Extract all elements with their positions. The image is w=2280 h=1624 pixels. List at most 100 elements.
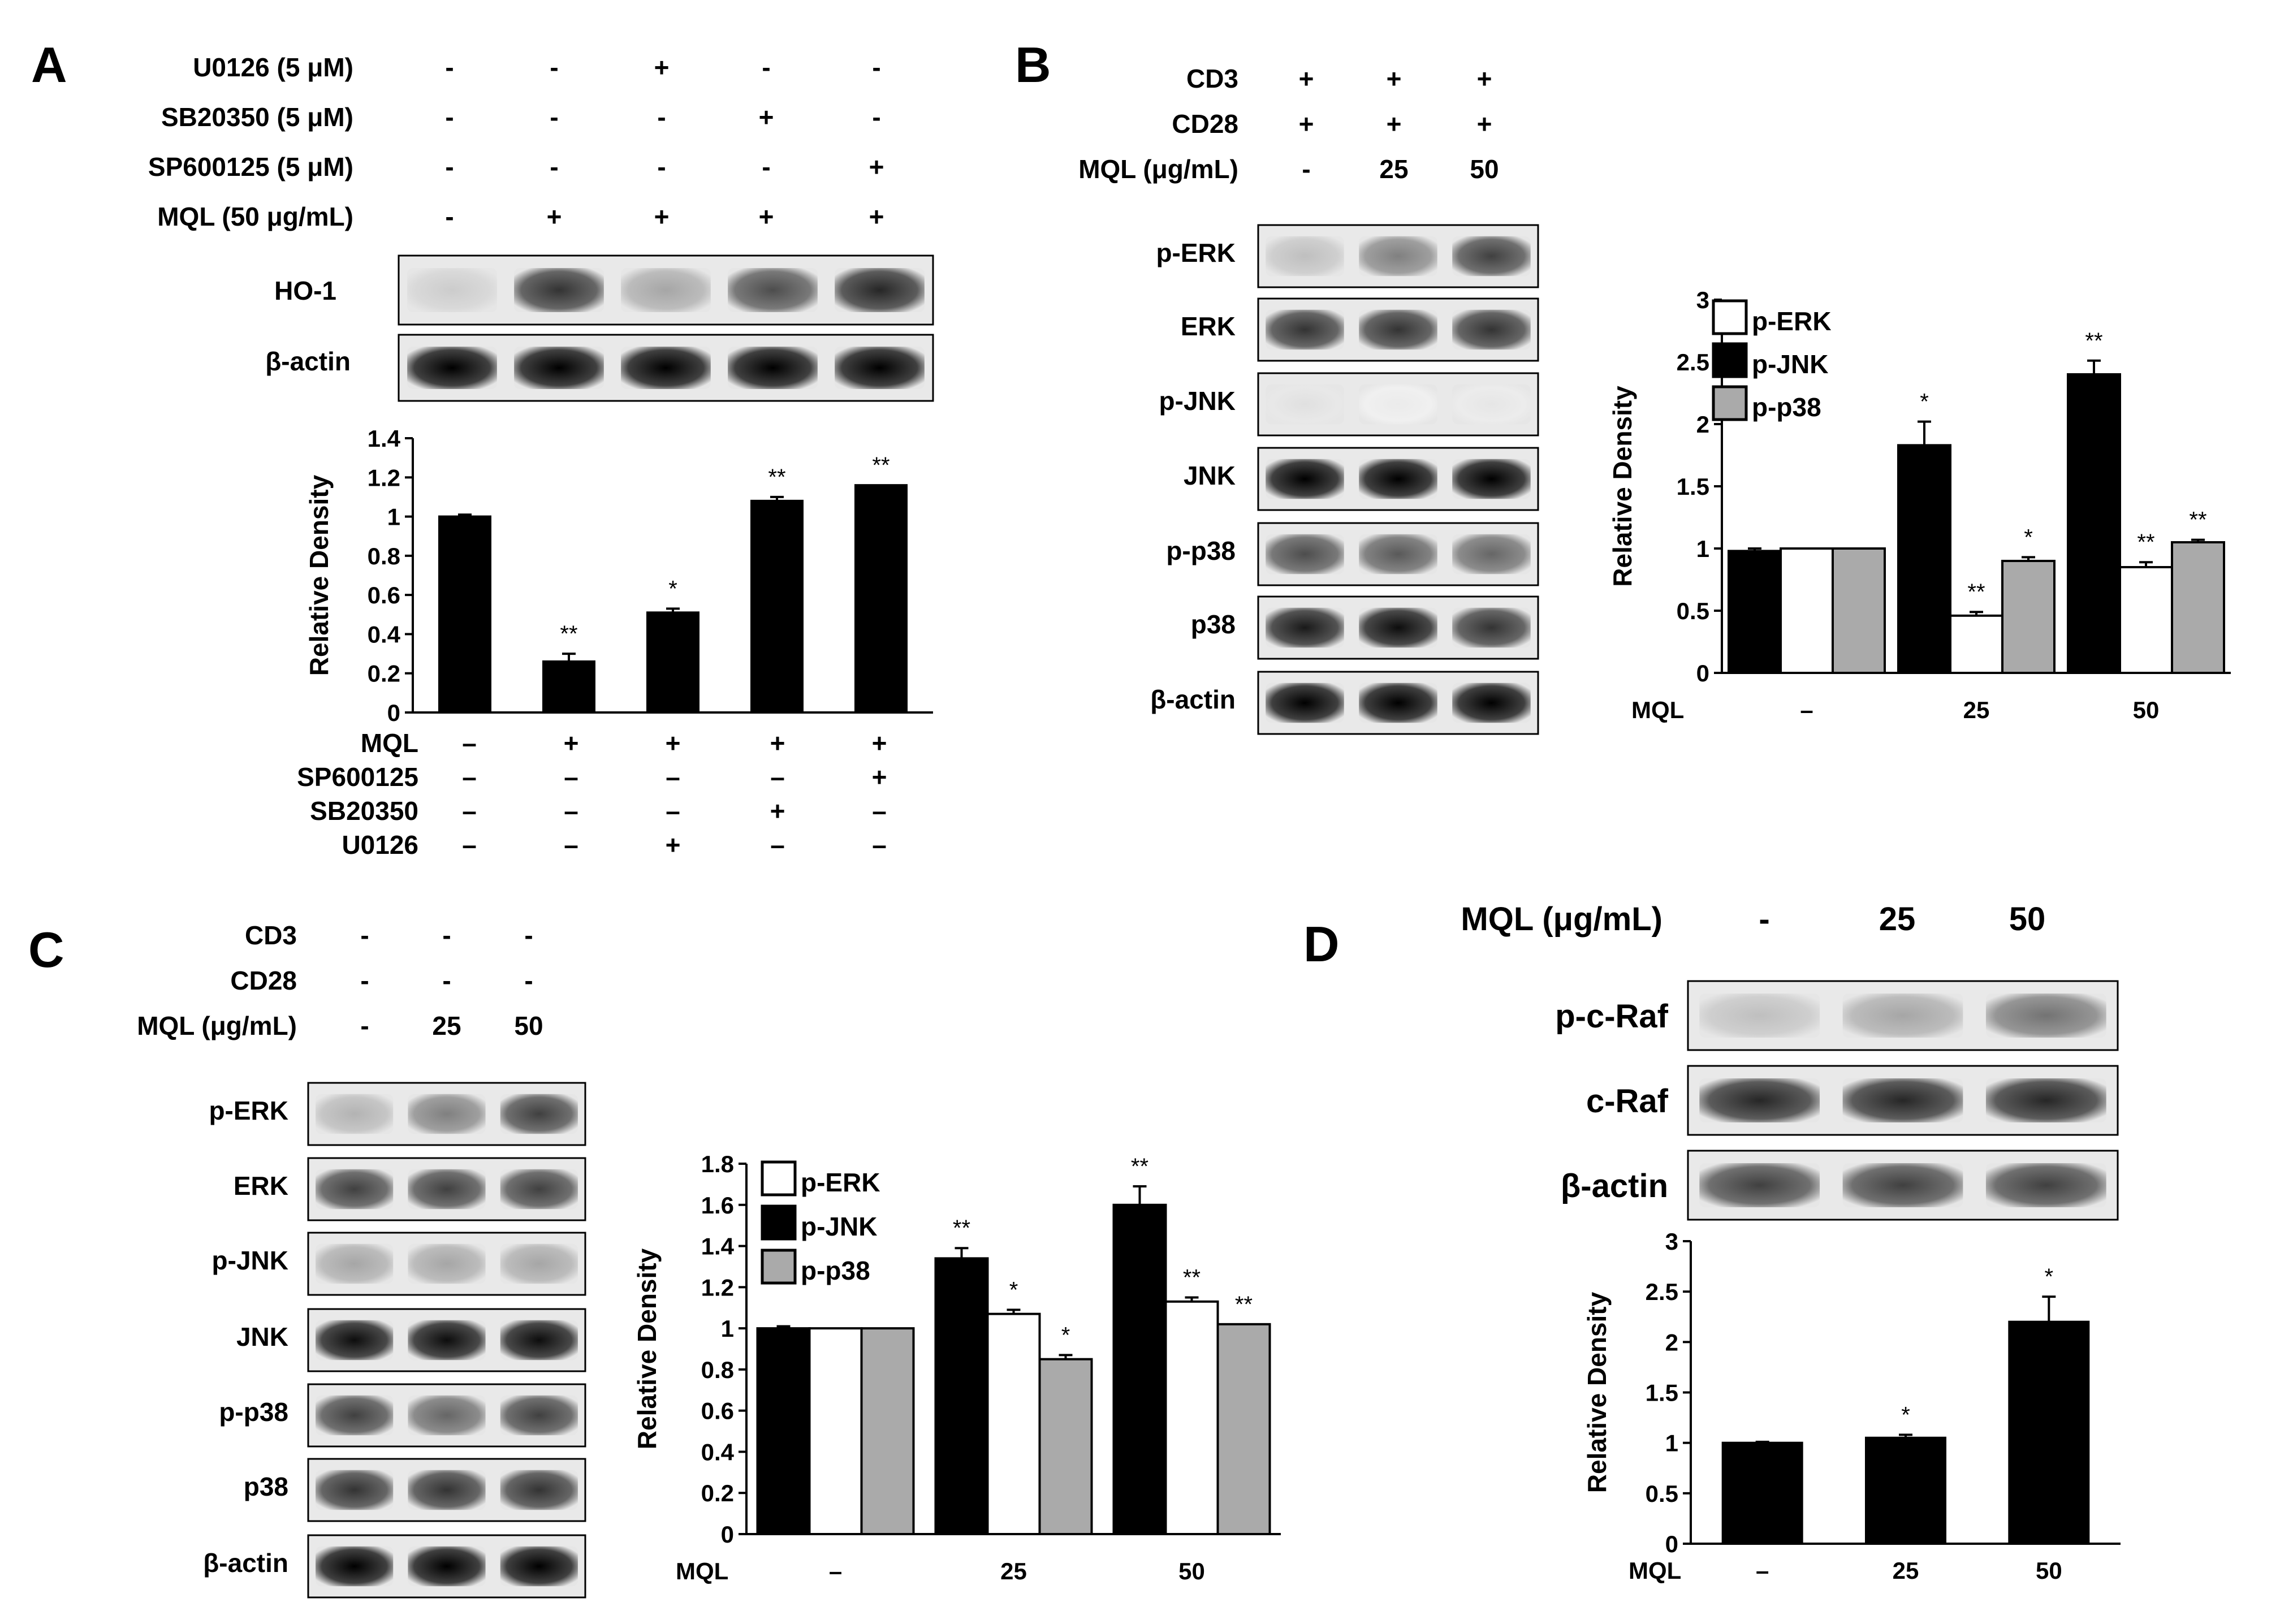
blot-band — [408, 1094, 486, 1134]
condition-mark: – — [564, 830, 578, 859]
blot-band — [500, 1320, 578, 1360]
blot-label: JNK — [1184, 461, 1236, 490]
condition-mark: + — [770, 728, 785, 758]
blot-label: p-ERK — [209, 1096, 288, 1125]
blot-band — [835, 267, 925, 313]
bar — [2171, 541, 2225, 674]
bar — [1897, 444, 1951, 675]
blot-band — [500, 1546, 578, 1587]
blot-band — [1699, 1163, 1820, 1208]
y-tick-label: 1 — [721, 1315, 734, 1342]
blot-label: p38 — [1191, 610, 1236, 639]
legend-label: p-JNK — [801, 1212, 877, 1241]
panel-letter-a: A — [31, 37, 67, 93]
condition-mark: – — [770, 830, 785, 859]
condition-mark: + — [564, 728, 579, 758]
blot-band — [408, 1243, 486, 1284]
bar — [2001, 560, 2056, 674]
condition-label: CD28 — [1172, 109, 1238, 139]
blot-band — [1985, 1163, 2106, 1208]
condition-mark: + — [759, 102, 774, 132]
blot-band — [621, 347, 711, 389]
blot-band — [1452, 384, 1531, 425]
condition-mark: - — [442, 966, 451, 995]
condition-label: SB20350 — [310, 796, 418, 826]
blot-label: p-JNK — [1159, 386, 1236, 416]
y-axis-label: Relative Density — [1608, 386, 1637, 587]
blot-strip — [1257, 671, 1539, 735]
y-tick-label: 0.8 — [701, 1357, 734, 1383]
bar — [2119, 566, 2173, 674]
condition-mark: – — [462, 796, 477, 826]
condition-mark: 50 — [1470, 154, 1499, 184]
condition-mark: – — [462, 830, 477, 859]
significance-label: ** — [2085, 329, 2102, 353]
y-tick-label: 1.5 — [1677, 473, 1709, 500]
y-tick-label: 0 — [1696, 660, 1709, 686]
blot-strip — [1257, 447, 1539, 511]
bar — [1780, 547, 1834, 674]
y-tick-label: 0 — [1665, 1531, 1678, 1557]
blot-band — [1699, 1078, 1820, 1123]
condition-mark: – — [666, 762, 680, 792]
y-tick-label: 1.5 — [1646, 1380, 1678, 1406]
condition-mark: - — [550, 53, 558, 82]
condition-mark: + — [1387, 64, 1402, 93]
x-axis-label: MQL — [676, 1558, 728, 1584]
bar — [438, 515, 491, 714]
blot-band — [514, 267, 604, 313]
significance-label: * — [1901, 1402, 1910, 1427]
y-tick-label: 1 — [1665, 1430, 1678, 1457]
condition-label: MQL — [361, 728, 418, 758]
condition-mark: + — [770, 796, 785, 826]
condition-mark: + — [654, 53, 670, 82]
blot-band — [728, 347, 818, 389]
blot-label: p-ERK — [1156, 238, 1236, 267]
y-tick-label: 0.5 — [1677, 598, 1709, 624]
x-tick-label: – — [829, 1558, 842, 1584]
significance-label: ** — [872, 453, 889, 478]
blot-band — [1452, 683, 1531, 723]
condition-mark: - — [360, 966, 369, 995]
blot-band — [1359, 309, 1437, 350]
blot-band — [408, 1169, 486, 1210]
condition-mark: – — [462, 728, 477, 758]
blot-band — [1842, 993, 1963, 1038]
condition-mark: - — [445, 53, 454, 82]
blot-label: p-JNK — [212, 1246, 288, 1275]
y-tick-label: 0 — [721, 1521, 734, 1548]
bar — [1949, 614, 2003, 675]
blot-band — [1985, 993, 2106, 1038]
blot-band — [1266, 236, 1344, 277]
bar — [986, 1312, 1041, 1536]
legend-swatch — [761, 1249, 797, 1285]
condition-mark: 25 — [432, 1011, 461, 1040]
blot-band — [407, 347, 497, 389]
blot-label: β-actin — [265, 347, 351, 376]
condition-mark: 25 — [1879, 901, 1916, 938]
condition-mark: – — [564, 762, 578, 792]
blot-strip — [1257, 372, 1539, 437]
y-tick-label: 0 — [387, 699, 400, 726]
condition-mark: + — [1477, 109, 1492, 139]
condition-mark: – — [666, 796, 680, 826]
blot-band — [1359, 384, 1437, 425]
blot-band — [500, 1395, 578, 1436]
blot-band — [316, 1470, 394, 1510]
blot-band — [1452, 534, 1531, 575]
blot-band — [316, 1169, 394, 1210]
blot-label: p-p38 — [1166, 536, 1236, 565]
blot-strip — [398, 254, 934, 326]
y-tick-label: 0.8 — [368, 543, 400, 569]
condition-label: U0126 — [342, 830, 418, 859]
blot-strip — [1257, 522, 1539, 586]
significance-label: ** — [953, 1216, 970, 1241]
panel-letter-d: D — [1303, 916, 1340, 972]
significance-label: * — [2045, 1264, 2054, 1289]
blot-band — [1266, 459, 1344, 499]
y-axis-label: Relative Density — [1582, 1292, 1612, 1493]
blot-label: JNK — [236, 1322, 288, 1351]
y-tick-label: 1.4 — [368, 425, 401, 452]
condition-mark: - — [360, 1011, 369, 1040]
y-axis-label: Relative Density — [304, 474, 334, 676]
